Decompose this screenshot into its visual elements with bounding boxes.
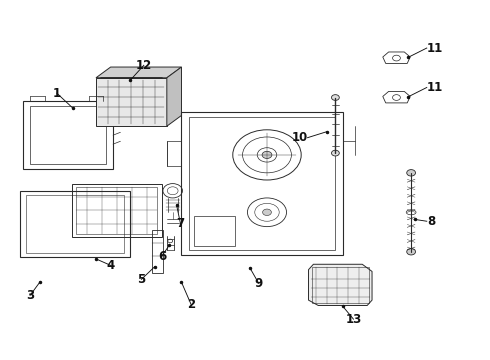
Polygon shape bbox=[309, 264, 372, 306]
Text: 10: 10 bbox=[291, 131, 308, 144]
Text: 3: 3 bbox=[26, 289, 34, 302]
Polygon shape bbox=[96, 78, 167, 126]
Text: 1: 1 bbox=[53, 87, 61, 100]
Text: 5: 5 bbox=[137, 273, 146, 286]
Polygon shape bbox=[96, 67, 181, 78]
Ellipse shape bbox=[331, 95, 339, 100]
Ellipse shape bbox=[407, 170, 416, 176]
Ellipse shape bbox=[407, 248, 416, 255]
Text: 8: 8 bbox=[427, 215, 435, 228]
Text: 11: 11 bbox=[427, 81, 443, 94]
Text: 2: 2 bbox=[187, 298, 196, 311]
Polygon shape bbox=[167, 67, 181, 126]
Text: 9: 9 bbox=[255, 277, 263, 290]
Text: 11: 11 bbox=[427, 41, 443, 54]
Text: 6: 6 bbox=[158, 249, 166, 262]
Ellipse shape bbox=[263, 209, 271, 216]
Text: 4: 4 bbox=[106, 259, 115, 272]
Text: 7: 7 bbox=[176, 217, 185, 230]
Text: 13: 13 bbox=[345, 312, 362, 326]
Ellipse shape bbox=[331, 150, 339, 156]
Text: 12: 12 bbox=[136, 59, 152, 72]
Ellipse shape bbox=[262, 151, 272, 158]
